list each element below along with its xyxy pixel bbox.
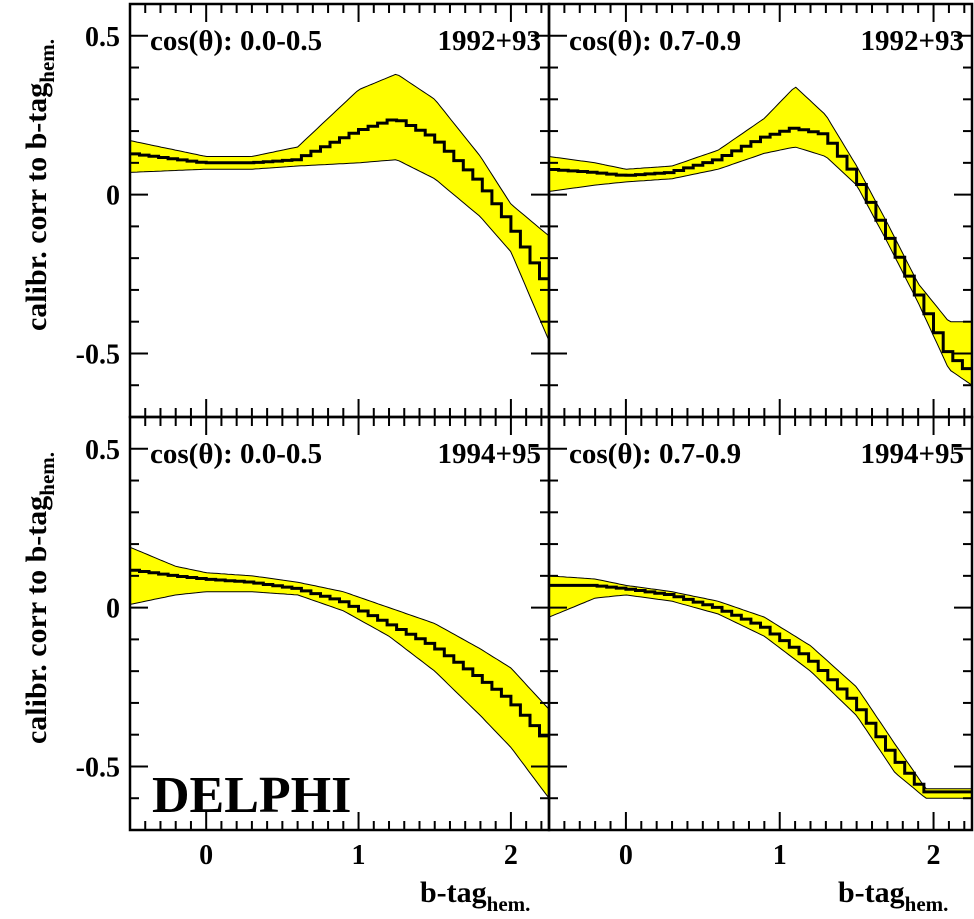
panels: -0.500.5 cos(θ): 0.0-0.5 1992+93 cos(θ): 0.… xyxy=(76,2,974,871)
panel-frame xyxy=(547,2,974,419)
panel-label-costheta: cos(θ): 0.0-0.5 xyxy=(150,438,322,470)
central-curve xyxy=(130,118,549,281)
panel-label-costheta: cos(θ): 0.0-0.5 xyxy=(150,25,322,57)
panel-label-costheta: cos(θ): 0.7-0.9 xyxy=(569,25,741,57)
x-tick-label: 2 xyxy=(504,840,518,871)
x-axis-title-left: b-taghem. xyxy=(420,876,530,916)
panel-1: cos(θ): 0.7-0.9 1992+93 xyxy=(547,2,974,419)
y-tick-label: 0.5 xyxy=(85,22,120,53)
plot-area xyxy=(549,86,972,386)
plot-area xyxy=(130,73,549,341)
central-curve xyxy=(549,583,972,794)
panel-label-years: 1992+93 xyxy=(860,25,964,57)
central-curve xyxy=(549,126,972,371)
central-curve xyxy=(130,568,549,738)
delphi-logo: DELPHI xyxy=(152,767,351,824)
x-tick-label: 0 xyxy=(619,840,633,871)
panel-label-years: 1994+95 xyxy=(437,438,541,470)
panel-0: -0.5 0 0.5 cos(θ): 0.0-0.5 1992+93 xyxy=(76,2,551,419)
x-tick-label: 2 xyxy=(927,840,941,871)
uncertainty-band xyxy=(130,73,549,341)
panel-3: 0 1 2 cos(θ): 0.7-0.9 1994+95 xyxy=(547,415,974,871)
panel-label-years: 1994+95 xyxy=(860,438,964,470)
uncertainty-band xyxy=(549,86,972,386)
x-tick-label: 0 xyxy=(199,840,213,871)
y-tick-label: 0 xyxy=(106,181,120,212)
uncertainty-band xyxy=(549,575,972,799)
y-axis-title-top: calibr. corr to b-taghem. xyxy=(20,39,59,331)
y-tick-label: 0 xyxy=(106,594,120,625)
panel-frame xyxy=(547,415,974,832)
x-tick-label: 1 xyxy=(773,840,787,871)
uncertainty-band xyxy=(130,546,549,800)
plot-area xyxy=(549,575,972,799)
y-tick-label: 0.5 xyxy=(85,435,120,466)
y-tick-label: -0.5 xyxy=(76,339,120,370)
panel-label-costheta: cos(θ): 0.7-0.9 xyxy=(569,438,741,470)
panel-label-years: 1992+93 xyxy=(437,25,541,57)
x-axis-title-right: b-taghem. xyxy=(838,876,948,916)
y-tick-label: -0.5 xyxy=(76,752,120,783)
y-axis-title-bottom: calibr. corr to b-taghem. xyxy=(20,452,59,744)
plot-area xyxy=(130,546,549,800)
x-tick-label: 1 xyxy=(352,840,366,871)
